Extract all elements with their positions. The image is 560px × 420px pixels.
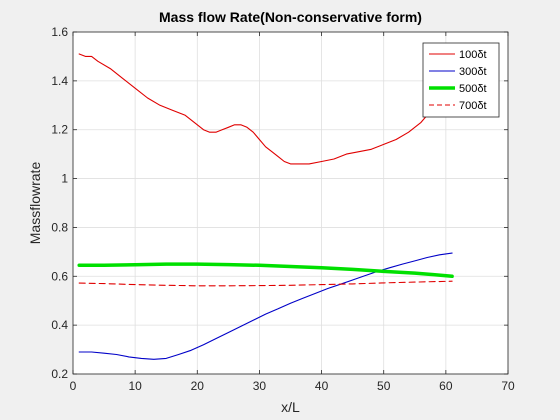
x-tick-label: 40 <box>315 379 329 393</box>
y-tick-label: 1.6 <box>51 25 68 39</box>
legend-label: 100δt <box>459 49 487 61</box>
y-tick-label: 1.4 <box>51 74 68 88</box>
y-tick-label: 0.6 <box>51 269 68 283</box>
x-tick-label: 10 <box>128 379 142 393</box>
legend-box <box>422 42 500 118</box>
series-layer <box>77 53 454 360</box>
y-tick-label: 0.2 <box>51 367 68 381</box>
series-line-3 <box>77 262 454 279</box>
legend-entry[interactable]: 100δt <box>429 49 487 61</box>
series-line-1 <box>78 53 453 165</box>
chart-title: Mass flow Rate(Non-conservative form) <box>159 9 422 25</box>
y-tick-label: 0.8 <box>51 220 68 234</box>
x-tick-label: 30 <box>253 379 267 393</box>
series-line-2 <box>78 252 453 360</box>
plot-border <box>72 31 509 375</box>
legend-entry[interactable]: 300δt <box>429 66 487 78</box>
legend-label: 700δt <box>459 100 487 112</box>
legend[interactable]: 100δt 300δt 500δt 700δt <box>422 42 500 118</box>
y-axis-label: Massflowrate <box>27 162 43 245</box>
x-axis-label: x/L <box>281 399 300 415</box>
legend-entry[interactable]: 700δt <box>429 100 487 112</box>
y-tick-label: 1 <box>61 172 68 186</box>
y-tick-label: 1.2 <box>51 123 68 137</box>
legend-label: 300δt <box>459 66 487 78</box>
series-line-4 <box>78 280 453 287</box>
legend-label: 500δt <box>459 83 487 95</box>
x-tick-label: 0 <box>70 379 77 393</box>
x-tick-label: 70 <box>501 379 515 393</box>
y-tick-label: 0.4 <box>51 318 68 332</box>
x-tick-label: 50 <box>377 379 391 393</box>
x-tick-label: 60 <box>439 379 453 393</box>
axis-ticks: 0 10 20 30 40 50 60 70 0.2 0.4 0.6 0.8 1 1.2 1.4 1.6 <box>51 25 515 393</box>
legend-entry[interactable]: 500δt <box>429 83 487 95</box>
x-tick-label: 20 <box>191 379 205 393</box>
